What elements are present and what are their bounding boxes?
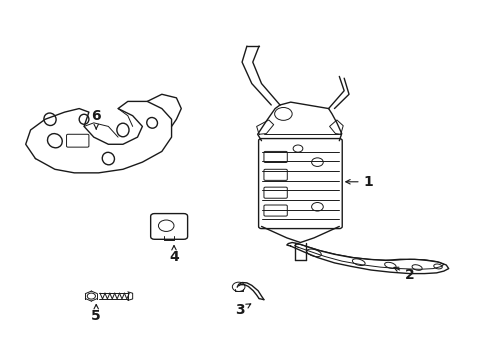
- Text: 6: 6: [91, 109, 101, 129]
- Text: 3: 3: [234, 303, 250, 318]
- Text: 5: 5: [91, 305, 101, 323]
- Text: 1: 1: [345, 175, 373, 189]
- Text: 4: 4: [169, 246, 179, 264]
- Text: 2: 2: [393, 267, 414, 282]
